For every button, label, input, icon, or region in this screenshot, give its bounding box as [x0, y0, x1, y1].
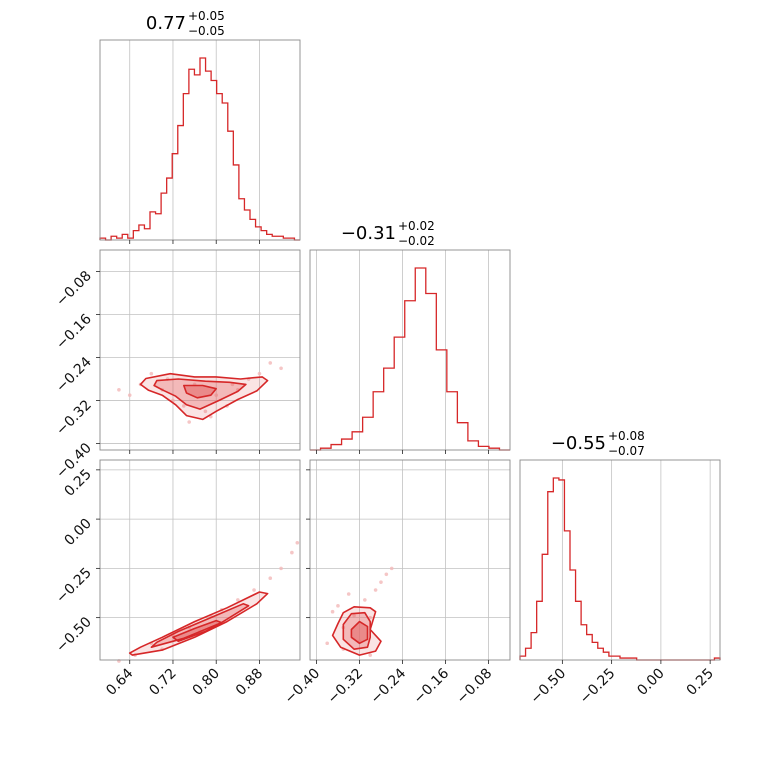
sample-point: [257, 371, 262, 376]
sample-point: [127, 393, 132, 397]
param-title-minus: −0.07: [608, 444, 645, 458]
hist-panel-2-xtick-label: 0.25: [684, 666, 717, 699]
sample-point: [346, 592, 351, 596]
sample-point: [149, 371, 154, 376]
sample-point: [279, 366, 283, 371]
hist-panel-2-frame: [519, 459, 721, 661]
sample-point: [363, 598, 367, 602]
sample-point: [295, 540, 300, 545]
sample-point: [389, 566, 394, 571]
sample-point: [203, 409, 208, 414]
hist-panel-2-xtick-label: −0.25: [577, 666, 619, 708]
contour-outer: [139, 372, 269, 421]
hist-panel-2-xtick-label: −0.50: [528, 666, 570, 708]
contour-middle: [153, 378, 247, 410]
param-title-plus: +0.02: [398, 219, 435, 233]
sample-point: [379, 580, 383, 584]
contour-middle: [342, 611, 372, 651]
param-title-value: −0.55: [551, 433, 606, 454]
scatter-panel-1-xtick-label: 0.88: [233, 666, 266, 699]
sample-point: [252, 588, 256, 592]
scatter-panel-2-xtick-label: −0.32: [325, 666, 367, 708]
scatter-panel-1-marks: [117, 540, 300, 663]
contour-inner: [172, 619, 223, 643]
sample-point: [368, 653, 373, 657]
param-title-plus: +0.05: [188, 9, 225, 23]
sample-point: [373, 588, 378, 592]
scatter-panel-1-ytick-label: −0.50: [53, 614, 95, 656]
scatter-panel-2-marks: [325, 566, 394, 657]
param-title-plus: +0.08: [608, 429, 645, 443]
contour-outer: [331, 605, 382, 656]
scatter-panel-0-marks: [117, 361, 283, 424]
sample-point: [325, 641, 330, 646]
scatter-panel-2-xtick-label: −0.16: [411, 665, 453, 707]
scatter-panel-2-xtick-label: −0.08: [454, 666, 496, 708]
histogram-step-line: [99, 57, 300, 241]
sample-point: [117, 387, 121, 392]
param-title-value: −0.31: [341, 223, 396, 244]
histogram-step-line: [310, 267, 510, 451]
scatter-panel-1-frame: [99, 459, 301, 661]
sample-point: [368, 615, 373, 620]
scatter-panel-0-ytick-label: −0.32: [53, 397, 95, 439]
sample-point: [352, 613, 356, 618]
sample-point: [268, 576, 273, 581]
scatter-panel-1-xtick-label: 0.64: [103, 665, 136, 698]
scatter-panel-2-xtick-label: −0.40: [282, 666, 324, 708]
sample-point: [236, 598, 240, 602]
hist-panel-2-xtick-label: 0.00: [634, 666, 667, 699]
sample-point: [214, 393, 219, 397]
scatter-panel-1-xtick-label: 0.72: [146, 666, 179, 699]
scatter-panel-2-xtick-label: −0.24: [368, 665, 410, 707]
density-fill-inner: [351, 621, 368, 644]
scatter-panel-0-ytick-label: −0.16: [53, 311, 95, 353]
scatter-panel-1-ytick-label: 0.00: [61, 516, 94, 549]
scatter-panel-1-ytick-label: −0.25: [53, 565, 95, 607]
sample-point: [336, 604, 340, 608]
hist-panel-0-frame: [99, 39, 301, 241]
scatter-panel-0-ytick-label: −0.24: [53, 354, 95, 396]
param-title-minus: −0.05: [188, 24, 225, 38]
contour-outer: [128, 591, 269, 656]
sample-point: [290, 550, 294, 555]
density-fill-inner: [173, 620, 222, 642]
param-title-value: 0.77: [146, 13, 186, 34]
hist-panel-1-frame: [309, 249, 511, 451]
sample-point: [187, 420, 191, 424]
sample-point: [330, 609, 335, 614]
sample-point: [384, 572, 389, 577]
scatter-panel-0-frame: [99, 249, 301, 451]
sample-point: [268, 361, 273, 365]
histogram-step-line: [519, 477, 721, 661]
scatter-panel-2-frame: [309, 459, 511, 661]
scatter-panel-0-ytick-label: −0.08: [53, 268, 95, 310]
sample-point: [181, 404, 186, 408]
sample-point: [279, 566, 283, 571]
density-fill-middle: [151, 603, 249, 648]
scatter-panel-1-xtick-label: 0.80: [190, 666, 223, 699]
param-title-minus: −0.02: [398, 234, 435, 248]
contour-inner: [183, 384, 217, 399]
contour-middle: [150, 602, 250, 649]
contour-inner: [350, 620, 369, 645]
